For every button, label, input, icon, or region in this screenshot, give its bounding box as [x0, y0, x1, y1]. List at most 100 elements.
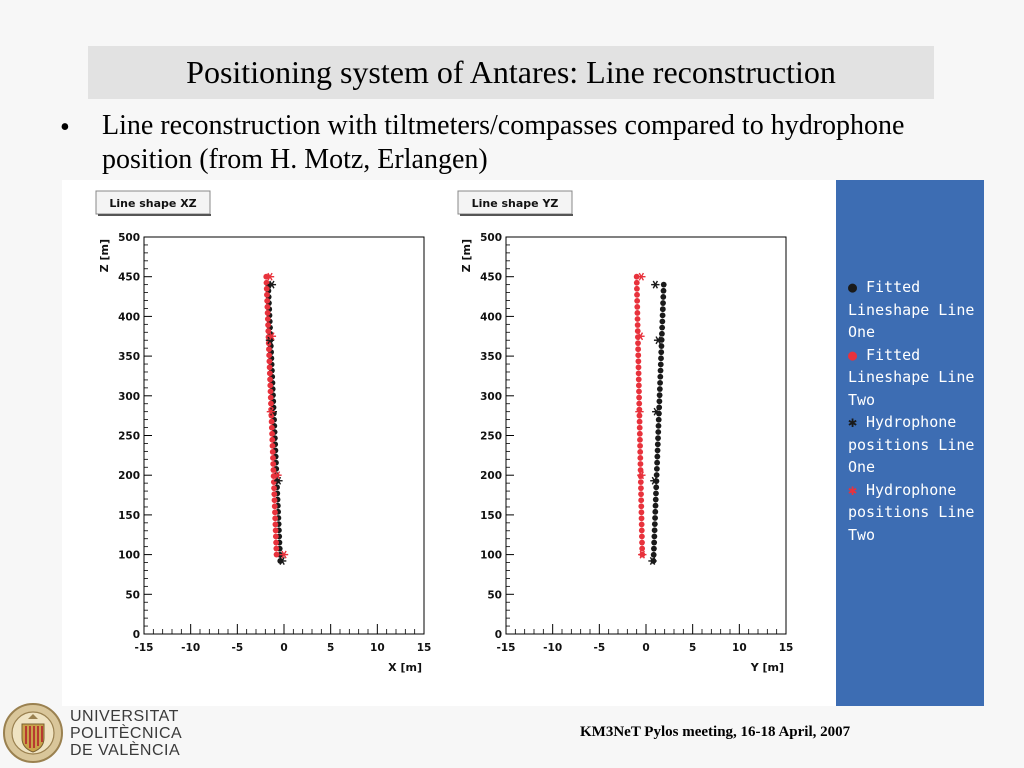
data-point: [264, 316, 271, 322]
y-axis-label: Z [m]: [98, 239, 111, 272]
data-point: [272, 527, 279, 534]
data-point: [637, 467, 644, 473]
data-point: [657, 361, 664, 368]
data-point: [635, 382, 642, 389]
legend: ● Fitted Lineshape Line One ● Fitted Linesh…: [848, 276, 988, 546]
data-point: [264, 304, 271, 310]
plot-frame: [143, 236, 425, 635]
data-point: [266, 346, 272, 353]
data-point: [651, 521, 658, 528]
data-point: [639, 533, 645, 540]
data-point: [270, 461, 277, 467]
data-point: [265, 322, 271, 328]
legend-entry: ● Fitted Lineshape Line One: [848, 276, 988, 344]
hydrophone-marker: [637, 471, 646, 480]
x-tick-label: 10: [370, 642, 385, 654]
hydrophone-marker: [267, 280, 277, 289]
data-point: [659, 306, 666, 313]
x-tick-label: 0: [642, 642, 649, 654]
hydrophone-marker: [637, 272, 646, 281]
hydrophone-marker-stroke: [639, 550, 645, 559]
hydrophone-marker-stroke: [638, 471, 645, 480]
data-point: [650, 551, 657, 558]
university-seal-icon: [3, 703, 63, 763]
data-point: [269, 448, 276, 455]
data-point: [271, 485, 277, 492]
legend-entry: ✱ Hydrophone positions Line One: [848, 411, 988, 479]
y-tick-label: 250: [118, 431, 140, 443]
data-point: [273, 551, 280, 558]
data-point: [654, 447, 661, 454]
data-point: [639, 545, 646, 552]
hydrophone-marker: [648, 556, 657, 565]
y-tick-label: 100: [118, 550, 140, 562]
x-axis-label: Y [m]: [750, 661, 784, 674]
data-point: [654, 453, 661, 460]
data-point: [651, 533, 658, 540]
hydrophone-marker-stroke: [268, 407, 274, 416]
data-point: [636, 424, 643, 431]
data-point: [635, 370, 642, 377]
x-tick-label: 0: [280, 642, 287, 654]
y-tick-label: 200: [480, 470, 502, 482]
legend-label: Hydrophone positions Line Two: [848, 480, 984, 544]
data-point: [635, 340, 641, 347]
data-point: [655, 435, 661, 442]
data-point: [660, 287, 667, 294]
data-point: [656, 398, 663, 405]
logo-line: DE VALÈNCIA: [70, 742, 181, 759]
plot-title: Line shape XZ: [109, 197, 196, 210]
data-point: [636, 418, 643, 425]
hydrophone-marker-stroke: [269, 332, 275, 341]
data-point: [637, 455, 644, 461]
data-point: [658, 343, 665, 349]
data-point: [657, 373, 664, 380]
data-point: [634, 291, 640, 298]
slide-title: Positioning system of Antares: Line reco…: [186, 54, 836, 90]
data-point: [634, 316, 641, 322]
data-point: [638, 497, 645, 504]
data-point: [272, 533, 279, 540]
hydrophone-marker-stroke: [655, 336, 661, 345]
data-point: [659, 330, 665, 337]
x-tick-label: 5: [689, 642, 696, 654]
data-point: [657, 379, 663, 386]
data-point: [269, 430, 275, 437]
data-point: [633, 279, 640, 286]
data-point: [656, 392, 663, 399]
x-tick-label: 5: [327, 642, 334, 654]
y-tick-label: 200: [118, 470, 140, 482]
y-axis-label: Z [m]: [460, 239, 473, 272]
data-point: [271, 491, 278, 498]
data-point: [660, 281, 667, 288]
hydrophone-marker-stroke: [269, 280, 275, 289]
data-point: [659, 318, 666, 325]
hydrophone-marker: [651, 280, 660, 289]
data-point: [266, 352, 273, 359]
bullet-marker: •: [60, 112, 70, 143]
hydrophone-marker-stroke: [652, 280, 659, 289]
data-point: [267, 388, 274, 395]
legend-entry: ✱ Hydrophone positions Line Two: [848, 479, 988, 547]
data-point: [265, 328, 272, 334]
data-point: [635, 364, 642, 371]
x-tick-label: -15: [497, 642, 516, 654]
data-point: [636, 400, 643, 407]
x-tick-label: -10: [181, 642, 200, 654]
data-point: [267, 394, 274, 401]
hydrophone-marker-stroke: [638, 272, 645, 281]
hydrophone-marker: [635, 407, 644, 416]
data-point: [653, 490, 659, 497]
data-point: [637, 461, 644, 467]
y-tick-label: 350: [118, 351, 140, 363]
hydrophone-marker: [638, 550, 647, 559]
data-point: [637, 436, 643, 443]
data-point: [634, 285, 640, 292]
data-point: [272, 521, 279, 528]
x-tick-label: 15: [779, 642, 794, 654]
legend-marker-icon: ✱: [848, 480, 858, 499]
data-point: [638, 491, 644, 498]
data-point: [652, 496, 659, 503]
x-tick-label: 15: [417, 642, 432, 654]
hydrophone-marker: [650, 476, 659, 485]
